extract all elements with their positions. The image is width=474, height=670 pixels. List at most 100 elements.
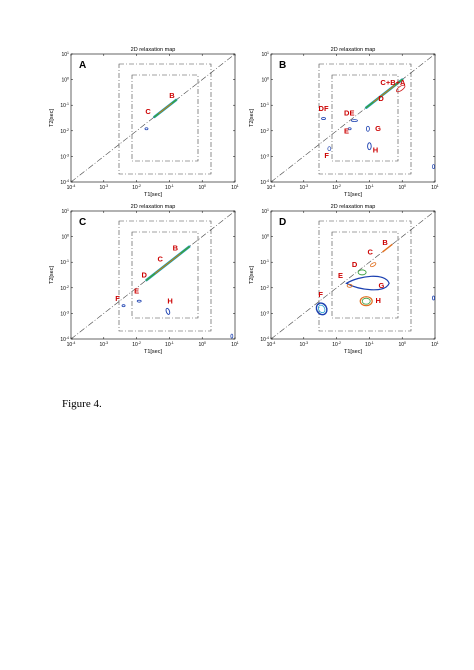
y-axis-label: T2[sec] — [49, 266, 55, 285]
panel-C: 2D relaxation map 10-4 10-3 10-2 10-1 100 101 1… — [38, 197, 248, 362]
peak-label: G — [375, 124, 381, 133]
panel-title: 2D relaxation map — [331, 204, 376, 210]
panel-B-plot: 2D relaxation map 10-4 10-3 10-2 10-1 100 101 1… — [249, 47, 439, 198]
contour-e — [347, 127, 352, 131]
region-inner — [331, 231, 399, 319]
x-tick-label: 101 — [231, 341, 239, 348]
peak-label: D — [378, 94, 384, 103]
region-outer — [118, 220, 212, 332]
x-tick-label: 100 — [398, 184, 406, 191]
x-tick-label: 100 — [398, 341, 406, 348]
contour-minor — [144, 127, 149, 131]
plot-frame — [70, 53, 236, 183]
plot-frame — [270, 53, 436, 183]
contour-f-outer — [315, 302, 328, 316]
x-tick-label: 10-3 — [99, 184, 108, 191]
plot-frame — [270, 210, 436, 340]
region-inner — [131, 74, 199, 162]
contour-df — [321, 117, 326, 120]
contour-cba — [396, 84, 406, 93]
contour-de — [351, 119, 358, 123]
panel-title: 2D relaxation map — [131, 204, 176, 210]
contour-h — [165, 307, 171, 315]
y-tick-label: 10-3 — [260, 153, 269, 160]
region-inner — [331, 74, 399, 162]
y-tick-label: 10-1 — [60, 259, 69, 266]
x-tick-label: 10-3 — [99, 341, 108, 348]
contour-b — [382, 243, 393, 253]
x-axis-label: T1[sec] — [144, 192, 163, 198]
diagonal-contour-core — [158, 103, 173, 114]
peak-label: B — [382, 238, 388, 247]
contour-h-outer — [359, 296, 373, 307]
y-tick-label: 10-4 — [260, 336, 269, 343]
y-axis-label: T2[sec] — [249, 109, 255, 128]
x-tick-label: 10-4 — [267, 341, 276, 348]
x-tick-label: 10-2 — [332, 341, 341, 348]
region-outer — [118, 63, 212, 175]
y-axis-label: T2[sec] — [49, 109, 55, 128]
y-tick-label: 10-1 — [260, 259, 269, 266]
y-tick-label: 10-3 — [260, 310, 269, 317]
y-tick-label: 101 — [261, 208, 269, 215]
contour-g — [365, 125, 370, 132]
plot-frame — [70, 210, 236, 340]
peak-label: G — [378, 281, 384, 290]
x-axis-label: T1[sec] — [344, 349, 363, 355]
contour-edge — [230, 333, 234, 339]
region-outer — [318, 63, 412, 175]
x-tick-label: 101 — [431, 184, 439, 191]
peak-label: C — [367, 248, 373, 257]
x-tick-label: 101 — [231, 184, 239, 191]
x-axis-label: T1[sec] — [344, 192, 363, 198]
peak-label: E — [344, 126, 349, 135]
x-tick-label: 10-4 — [67, 184, 76, 191]
y-axis-label: T2[sec] — [249, 266, 255, 285]
peak-label: H — [167, 297, 172, 306]
contour-edge — [432, 164, 435, 169]
panel-letter: D — [279, 217, 286, 228]
y-tick-label: 10-4 — [260, 179, 269, 186]
contour-f-inner — [317, 304, 326, 314]
y-tick-label: 100 — [61, 77, 69, 84]
region-outer — [318, 220, 412, 332]
x-tick-label: 10-4 — [67, 341, 76, 348]
y-tick-label: 100 — [61, 234, 69, 241]
t1-t2-diagonal — [70, 53, 236, 183]
x-tick-label: 10-3 — [299, 184, 308, 191]
peak-label: F — [115, 294, 120, 303]
panel-letter: A — [79, 60, 86, 71]
t1-t2-diagonal — [270, 210, 436, 340]
peak-label: F — [318, 290, 323, 299]
x-tick-label: 10-1 — [365, 184, 374, 191]
panel-C-plot: 2D relaxation map 10-4 10-3 10-2 10-1 100 101 1… — [49, 204, 239, 355]
x-tick-label: 10-1 — [365, 341, 374, 348]
contour-h-inner — [361, 297, 371, 305]
peak-label: D — [142, 271, 148, 280]
y-tick-label: 10-3 — [60, 310, 69, 317]
contour-edge — [432, 295, 435, 301]
contour-d — [357, 269, 367, 276]
peak-label: E — [338, 271, 343, 280]
peak-label: B — [173, 243, 179, 252]
y-tick-label: 10-2 — [260, 285, 269, 292]
peak-label: B — [169, 91, 175, 100]
contour-h — [367, 142, 372, 151]
panel-A: 2D relaxation map 10-4 10-3 10-2 10-1 100 101 1… — [38, 40, 248, 205]
contour-c — [369, 262, 377, 268]
y-tick-label: 101 — [61, 208, 69, 215]
peak-label: DF — [319, 104, 329, 113]
contour-e — [346, 283, 353, 288]
y-tick-label: 100 — [261, 234, 269, 241]
peak-label: E — [134, 287, 139, 296]
y-tick-label: 10-2 — [60, 128, 69, 135]
panel-letter: C — [79, 217, 86, 228]
x-tick-label: 10-1 — [165, 184, 174, 191]
panel-D-plot: 2D relaxation map 10-4 10-3 10-2 10-1 100 101 1… — [249, 204, 439, 355]
peak-label: DE — [344, 108, 354, 117]
y-tick-label: 10-4 — [60, 336, 69, 343]
diagonal-contour-core — [154, 253, 181, 274]
peak-label: C — [145, 107, 151, 116]
contour-f — [121, 304, 126, 308]
panel-title: 2D relaxation map — [331, 47, 376, 53]
